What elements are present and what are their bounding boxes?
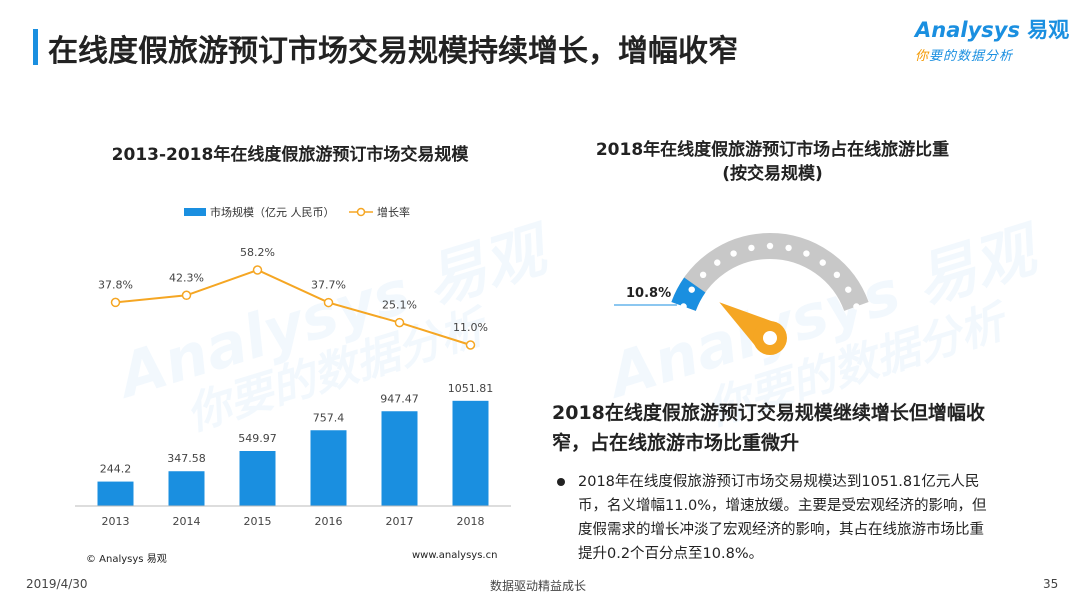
logo-brand: Analysys — [915, 18, 1020, 42]
growth-label-2017: 25.1% — [382, 299, 417, 312]
x-tick-2014: 2014 — [173, 515, 201, 528]
gauge-tick-dot — [803, 250, 810, 257]
gauge-tick-dot — [680, 303, 687, 310]
bar-2018 — [452, 400, 489, 506]
gauge-tick-dot — [833, 271, 841, 279]
bar-value-label-2014: 347.58 — [167, 452, 206, 465]
legend-marker-line — [356, 207, 366, 217]
gauge-hub-center — [763, 331, 777, 345]
gauge-track — [671, 233, 869, 312]
gauge-tick-dot — [853, 303, 860, 310]
footer-date: 2019/4/30 — [26, 577, 88, 591]
chart-source-copyright: © Analysys 易观 — [86, 554, 167, 565]
growth-label-2018: 11.0% — [453, 321, 488, 334]
gauge-tick-dot — [845, 286, 852, 293]
analysys-logo: Analysys 易观 你要的数据分析 — [915, 14, 1069, 72]
title-accent-bar — [33, 29, 38, 65]
bar-2016 — [310, 430, 347, 506]
summary-bullet: 2018年在线度假旅游预订市场交易规模达到1051.81亿元人民币，名义增幅11… — [578, 474, 987, 562]
right-chart-title: 2018年在线度假旅游预订市场占在线旅游比重 (按交易规模) — [550, 138, 995, 186]
summary-title: 2018在线度假旅游预订交易规模继续增长但增幅收窄，占在线旅游市场比重微升 — [552, 402, 985, 454]
gauge-tick-dot — [699, 271, 707, 279]
growth-label-2015: 58.2% — [240, 246, 275, 259]
logo-slogan-rest: 要的数据分析 — [929, 49, 1014, 64]
growth-point-2017 — [394, 317, 405, 328]
gauge-value-label: 10.8% — [626, 286, 671, 301]
bar-2015 — [239, 451, 276, 506]
x-tick-2017: 2017 — [386, 515, 414, 528]
gauge-tick-dot — [730, 250, 737, 257]
gauge-tick-dot — [688, 286, 695, 293]
growth-point-2015 — [252, 265, 263, 275]
right-chart-title-line2: (按交易规模) — [722, 164, 823, 184]
bar-value-label-2018: 1051.81 — [448, 382, 494, 395]
bar-value-label-2013: 244.2 — [100, 463, 132, 476]
x-tick-2016: 2016 — [315, 515, 343, 528]
share-gauge: 10.8% — [614, 233, 869, 355]
gauge-tick-dot — [766, 242, 774, 250]
growth-rate-line — [115, 268, 471, 346]
chart-source-url: www.analysys.cn — [412, 550, 498, 561]
bar-2013 — [97, 481, 134, 506]
gauge-tick-dot — [714, 259, 721, 266]
x-tick-2015: 2015 — [244, 515, 272, 528]
growth-label-2016: 37.7% — [311, 279, 346, 292]
growth-label-2013: 37.8% — [98, 278, 133, 291]
gauge-tick-dot — [785, 244, 792, 252]
right-chart-title-line1: 2018年在线度假旅游预订市场占在线旅游比重 — [595, 140, 950, 160]
bar-2017 — [381, 411, 418, 506]
legend-swatch-bar — [184, 208, 206, 216]
gauge-tick-dot — [748, 244, 755, 252]
x-tick-2013: 2013 — [102, 515, 130, 528]
bar-value-label-2016: 757.4 — [313, 411, 345, 424]
market-size-chart: 市场规模（亿元 人民币） 增长率 244.2 2013 347.58 2014 549.97… — [75, 205, 511, 528]
growth-point-2014 — [181, 290, 192, 301]
bar-value-label-2017: 947.47 — [380, 392, 419, 405]
gauge-tick-dot — [819, 259, 826, 266]
page-title: 在线度假旅游预订市场交易规模持续增长，增幅收窄 — [48, 34, 738, 69]
legend-label-bar: 市场规模（亿元 人民币） — [210, 205, 335, 219]
chart-legend: 市场规模（亿元 人民币） 增长率 — [184, 205, 410, 219]
logo-brand-zh: 易观 — [1027, 18, 1070, 42]
logo-slogan-accent: 你 — [915, 49, 930, 64]
left-chart-title: 2013-2018年在线度假旅游预订市场交易规模 — [111, 145, 469, 165]
legend-label-line: 增长率 — [377, 205, 410, 219]
growth-label-2014: 42.3% — [169, 271, 204, 284]
growth-point-2016 — [323, 297, 334, 308]
growth-point-2013 — [110, 297, 121, 308]
bar-2014 — [168, 471, 205, 506]
footer-page-number: 35 — [1043, 577, 1059, 591]
x-tick-2018: 2018 — [457, 515, 485, 528]
footer-slogan: 数据驱动精益成长 — [490, 579, 587, 593]
growth-point-2018 — [465, 340, 476, 350]
bar-value-label-2015: 549.97 — [238, 432, 277, 445]
bullet-dot — [557, 478, 565, 486]
